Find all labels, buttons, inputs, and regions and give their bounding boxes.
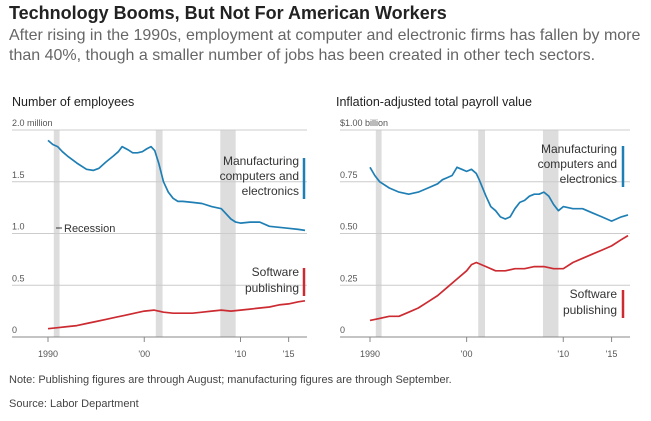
y-tick-label: 2.0 million: [12, 118, 53, 128]
software-label: publishing: [563, 303, 617, 317]
recession-label: Recession: [64, 223, 115, 235]
x-tick-label: '15: [283, 349, 295, 359]
y-tick-label: 0.25: [340, 273, 358, 283]
y-tick-label: 0: [12, 325, 17, 335]
y-tick-label: 1.0: [12, 222, 25, 232]
y-tick-label: 1.5: [12, 170, 25, 180]
x-tick-label: 1990: [38, 349, 58, 359]
software-label: publishing: [245, 281, 299, 295]
y-tick-label: 0.75: [340, 170, 358, 180]
footnote: Note: Publishing figures are through Aug…: [9, 374, 452, 386]
software-line: [369, 234, 629, 322]
y-tick-label: 0.50: [340, 222, 358, 232]
chart-title: Number of employees: [12, 95, 134, 109]
manufacturing-line: [369, 166, 629, 222]
manufacturing-label: computers and: [220, 169, 299, 183]
y-tick-label: 0: [340, 325, 345, 335]
software-label: Software: [570, 287, 618, 301]
chart-headline: Technology Booms, But Not For American W…: [9, 3, 447, 23]
manufacturing-label: Manufacturing: [223, 154, 299, 168]
x-tick-label: '15: [606, 349, 618, 359]
y-tick-label: 0.5: [12, 273, 25, 283]
chart-panel-1: Number of employees 0 0.5 1.0 1.5 2.0 million…: [12, 95, 307, 359]
manufacturing-label: computers and: [538, 157, 617, 171]
chart-description: After rising in the 1990s, employment at…: [9, 27, 641, 64]
x-tick-label: '00: [461, 349, 473, 359]
x-tick-label: 1990: [360, 349, 380, 359]
manufacturing-label: electronics: [560, 172, 617, 186]
manufacturing-label: electronics: [242, 184, 299, 198]
x-tick-label: '10: [235, 349, 247, 359]
x-tick-label: '00: [138, 349, 150, 359]
source-line: Source: Labor Department: [9, 398, 139, 410]
chart-panel-2: Inflation-adjusted total payroll value 0 0…: [336, 95, 630, 359]
y-tick-label: $1.00 billion: [340, 118, 388, 128]
software-line: [47, 299, 306, 330]
chart-title: Inflation-adjusted total payroll value: [336, 95, 532, 109]
manufacturing-line: [47, 139, 306, 232]
x-tick-label: '10: [557, 349, 569, 359]
software-label: Software: [252, 265, 300, 279]
manufacturing-label: Manufacturing: [541, 142, 617, 156]
